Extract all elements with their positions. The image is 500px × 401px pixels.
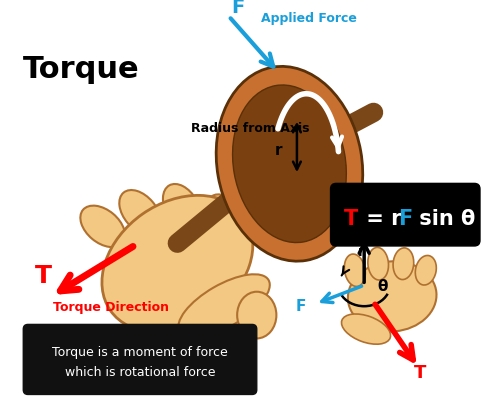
- Ellipse shape: [393, 248, 413, 280]
- Ellipse shape: [416, 256, 436, 285]
- Ellipse shape: [232, 86, 346, 243]
- FancyBboxPatch shape: [24, 324, 257, 395]
- Text: T: T: [414, 363, 426, 381]
- Ellipse shape: [120, 190, 160, 235]
- Text: Applied Force: Applied Force: [262, 12, 358, 25]
- Text: Radius from Axis: Radius from Axis: [192, 122, 310, 135]
- Ellipse shape: [344, 254, 366, 287]
- Ellipse shape: [216, 67, 362, 261]
- Text: F: F: [398, 209, 412, 229]
- Text: Torque: Torque: [24, 55, 140, 83]
- Ellipse shape: [368, 248, 388, 280]
- Ellipse shape: [163, 184, 201, 232]
- Text: T: T: [344, 209, 358, 229]
- Text: F: F: [232, 0, 244, 16]
- Ellipse shape: [102, 196, 253, 332]
- Text: r: r: [358, 245, 365, 259]
- FancyBboxPatch shape: [330, 184, 480, 246]
- Text: F: F: [296, 298, 306, 314]
- Ellipse shape: [80, 206, 125, 247]
- Text: r: r: [274, 143, 282, 158]
- Ellipse shape: [342, 314, 390, 344]
- Text: sin θ: sin θ: [412, 209, 475, 229]
- Text: Torque Direction: Torque Direction: [53, 301, 169, 314]
- Ellipse shape: [348, 261, 436, 332]
- Ellipse shape: [178, 275, 270, 337]
- Ellipse shape: [237, 292, 277, 338]
- Text: Torque is a moment of force
which is rotational force: Torque is a moment of force which is rot…: [52, 345, 228, 378]
- Text: = r: = r: [358, 209, 401, 229]
- Ellipse shape: [205, 195, 240, 240]
- Text: θ: θ: [377, 278, 388, 293]
- Text: T: T: [34, 264, 51, 288]
